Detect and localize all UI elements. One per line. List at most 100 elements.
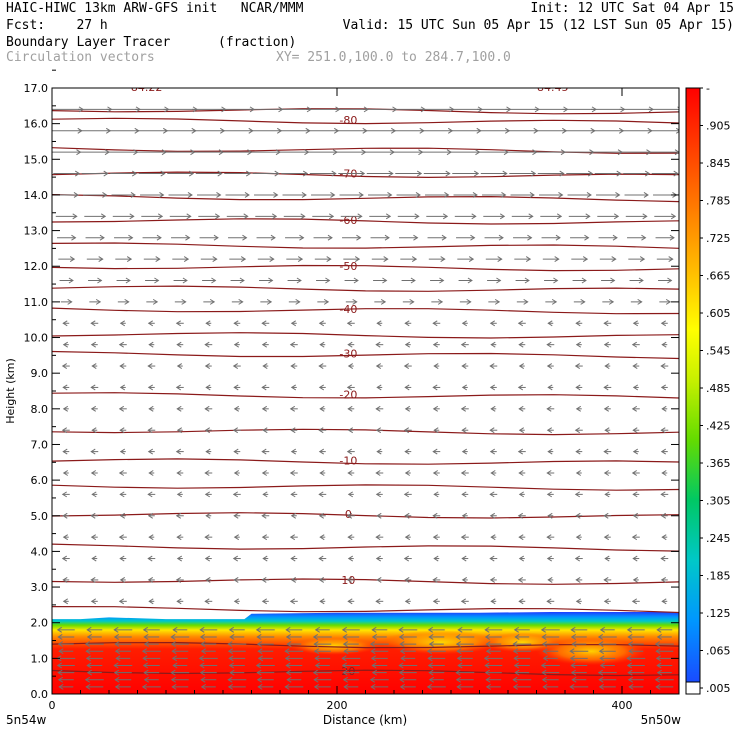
wind-vector-head bbox=[542, 648, 548, 655]
wind-vector-head bbox=[473, 170, 480, 177]
tracer-warm-patch-3 bbox=[289, 636, 380, 655]
wind-vector-head bbox=[631, 470, 638, 476]
wind-vector-head bbox=[325, 277, 331, 284]
wind-vector-head bbox=[183, 256, 190, 263]
wind-vector-head bbox=[656, 634, 663, 640]
colorbar-label: .005 bbox=[706, 682, 731, 695]
wind-vector-head bbox=[147, 491, 153, 498]
wind-vector-head bbox=[432, 448, 438, 455]
wind-vector-head bbox=[586, 192, 592, 198]
wind-vector-head bbox=[608, 298, 615, 305]
wind-vector-head bbox=[76, 149, 82, 156]
wind-vector-head bbox=[347, 470, 353, 476]
wind-vector-head bbox=[204, 470, 210, 476]
wind-vector-head bbox=[517, 577, 524, 583]
wind-vector-head bbox=[56, 662, 63, 669]
isotherm-line bbox=[52, 350, 679, 360]
colorbar-label: .725 bbox=[706, 232, 731, 245]
wind-vector-head bbox=[356, 234, 362, 241]
wind-vector-head bbox=[444, 192, 450, 198]
wind-vector-head bbox=[580, 298, 586, 305]
wind-vector-head bbox=[527, 234, 533, 241]
wind-vector-head bbox=[261, 534, 268, 541]
wind-vector-head bbox=[597, 669, 604, 676]
wind-vector-head bbox=[147, 448, 154, 455]
wind-vector-head bbox=[312, 634, 319, 640]
isotherm-line bbox=[52, 606, 679, 614]
wind-vector-head bbox=[233, 577, 239, 583]
wind-vector-head bbox=[256, 676, 263, 683]
wind-vector-head bbox=[170, 634, 176, 640]
y-tick-label: 3.0 bbox=[31, 581, 49, 594]
wind-vector-head bbox=[523, 298, 529, 305]
wind-vector-head bbox=[124, 298, 130, 305]
wind-vector-head bbox=[57, 669, 63, 676]
wind-vector-head bbox=[570, 634, 577, 640]
wind-vector-head bbox=[514, 669, 520, 676]
wind-vector-head bbox=[598, 676, 604, 683]
wind-vector-head bbox=[284, 648, 290, 655]
wind-vector-head bbox=[611, 256, 617, 263]
wind-vector-head bbox=[62, 598, 69, 605]
wind-vector-head bbox=[61, 491, 68, 498]
wind-vector-head bbox=[613, 213, 620, 220]
wind-vector-head bbox=[119, 491, 125, 498]
wind-vector-head bbox=[347, 555, 354, 562]
forecast-hour: Fcst: 27 h bbox=[6, 18, 108, 33]
wind-vector-head bbox=[118, 534, 125, 541]
wind-vector-head bbox=[541, 641, 548, 648]
wind-vector-head bbox=[554, 256, 560, 263]
wind-vector-head bbox=[661, 405, 667, 412]
wind-vector-head bbox=[546, 491, 553, 498]
wind-vector-head bbox=[233, 598, 240, 605]
wind-vector-head bbox=[616, 170, 622, 177]
wind-vector-head bbox=[354, 256, 361, 263]
wind-vector-head bbox=[141, 683, 148, 690]
wind-vector-head bbox=[318, 577, 325, 583]
wind-vector-head bbox=[598, 648, 605, 655]
wind-vector-head bbox=[604, 555, 610, 562]
wind-vector-head bbox=[57, 641, 64, 648]
wind-vector-head bbox=[62, 448, 68, 455]
wind-vector-head bbox=[428, 634, 434, 640]
wind-vector-head bbox=[626, 626, 633, 633]
wind-vector-head bbox=[143, 669, 149, 676]
colorbar-label: .365 bbox=[706, 457, 731, 470]
wind-vector-head bbox=[289, 470, 296, 476]
wind-vector-head bbox=[432, 405, 439, 412]
wind-vector-head bbox=[170, 641, 177, 648]
wind-vector-head bbox=[441, 234, 447, 241]
wind-vector-head bbox=[383, 256, 389, 263]
wind-vector-head bbox=[375, 555, 382, 562]
wind-vector-head bbox=[100, 213, 107, 220]
wind-vector-head bbox=[261, 512, 267, 519]
wind-vector-head bbox=[156, 234, 162, 241]
wind-vector-head bbox=[113, 662, 119, 669]
isotherm-line bbox=[52, 428, 679, 436]
wind-vector-head bbox=[347, 491, 354, 498]
wind-vector-head bbox=[560, 149, 566, 156]
wind-vector-head bbox=[148, 341, 154, 348]
wind-vector-head bbox=[615, 192, 621, 198]
wind-vector-head bbox=[212, 256, 218, 263]
colorbar: .005 .065 .125 .185 .245 .305 .365 .425 .485 .545… bbox=[685, 82, 731, 695]
wind-vector-head bbox=[428, 669, 434, 676]
wind-vector-head bbox=[587, 170, 594, 177]
wind-vector-head bbox=[413, 234, 419, 241]
wind-vector-head bbox=[470, 234, 476, 241]
colorbar-label: .665 bbox=[706, 270, 731, 283]
wind-vector-head bbox=[485, 641, 491, 648]
wind-vector-head bbox=[661, 598, 667, 605]
wind-vector-head bbox=[204, 341, 210, 348]
wind-vector-head bbox=[547, 577, 553, 583]
wind-vector-head bbox=[170, 676, 177, 683]
wind-vector-head bbox=[318, 555, 324, 562]
y-tick-label: 14.0 bbox=[24, 189, 49, 202]
wind-vector-head bbox=[290, 555, 296, 562]
wind-vector-head bbox=[371, 626, 377, 633]
y-tick-label: 9.0 bbox=[31, 367, 49, 380]
y-axis-label: Height (km) bbox=[4, 358, 17, 424]
isotherm-label: -84.45 bbox=[533, 81, 568, 94]
wind-vector-head bbox=[489, 512, 496, 519]
wind-vector-head bbox=[114, 648, 121, 655]
